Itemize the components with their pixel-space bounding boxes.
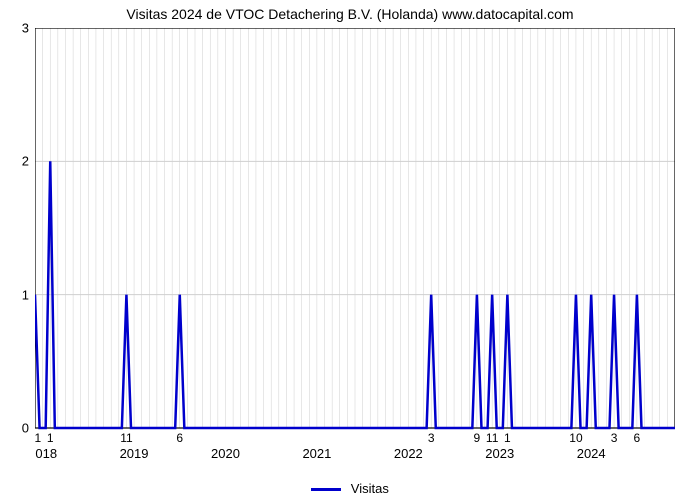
svg-text:2021: 2021 xyxy=(302,446,331,461)
legend-label: Visitas xyxy=(351,481,389,496)
y-tick-label: 0 xyxy=(22,421,29,436)
chart-legend: Visitas xyxy=(0,481,700,496)
legend-swatch xyxy=(311,488,341,491)
svg-text:11: 11 xyxy=(120,431,133,445)
y-tick-label: 2 xyxy=(22,154,29,169)
svg-text:2022: 2022 xyxy=(394,446,423,461)
y-tick-label: 1 xyxy=(22,287,29,302)
svg-text:11: 11 xyxy=(486,431,499,445)
y-tick-label: 3 xyxy=(22,21,29,36)
chart-title: Visitas 2024 de VTOC Detachering B.V. (H… xyxy=(0,6,700,22)
chart-plot-area: 1111163911110362018201920202021202220232… xyxy=(35,28,675,428)
svg-text:6: 6 xyxy=(176,431,183,445)
svg-text:11: 11 xyxy=(35,431,42,445)
svg-text:2018: 2018 xyxy=(35,446,57,461)
svg-text:2023: 2023 xyxy=(485,446,514,461)
svg-text:2024: 2024 xyxy=(577,446,606,461)
svg-text:3: 3 xyxy=(428,431,435,445)
svg-text:1: 1 xyxy=(504,431,511,445)
svg-text:2019: 2019 xyxy=(120,446,149,461)
svg-text:2020: 2020 xyxy=(211,446,240,461)
svg-text:9: 9 xyxy=(474,431,481,445)
svg-text:3: 3 xyxy=(611,431,618,445)
svg-text:6: 6 xyxy=(634,431,641,445)
chart-svg: 1111163911110362018201920202021202220232… xyxy=(35,28,675,468)
svg-text:1: 1 xyxy=(47,431,54,445)
svg-text:10: 10 xyxy=(569,431,583,445)
